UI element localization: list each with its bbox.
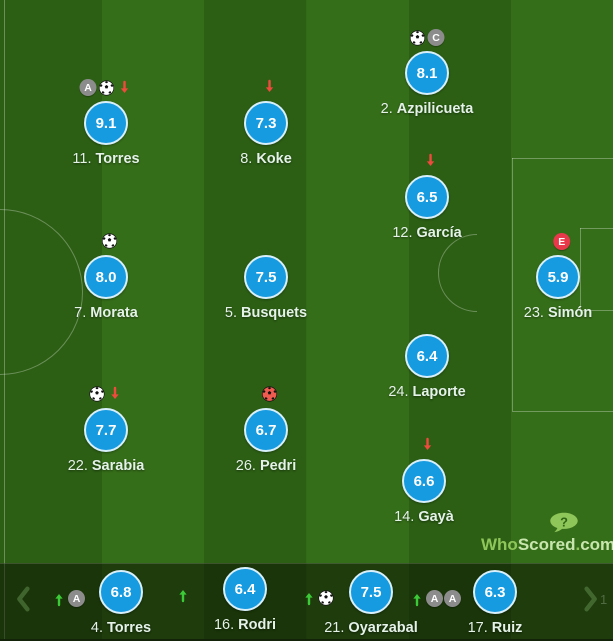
svg-text:?: ? bbox=[560, 514, 568, 529]
